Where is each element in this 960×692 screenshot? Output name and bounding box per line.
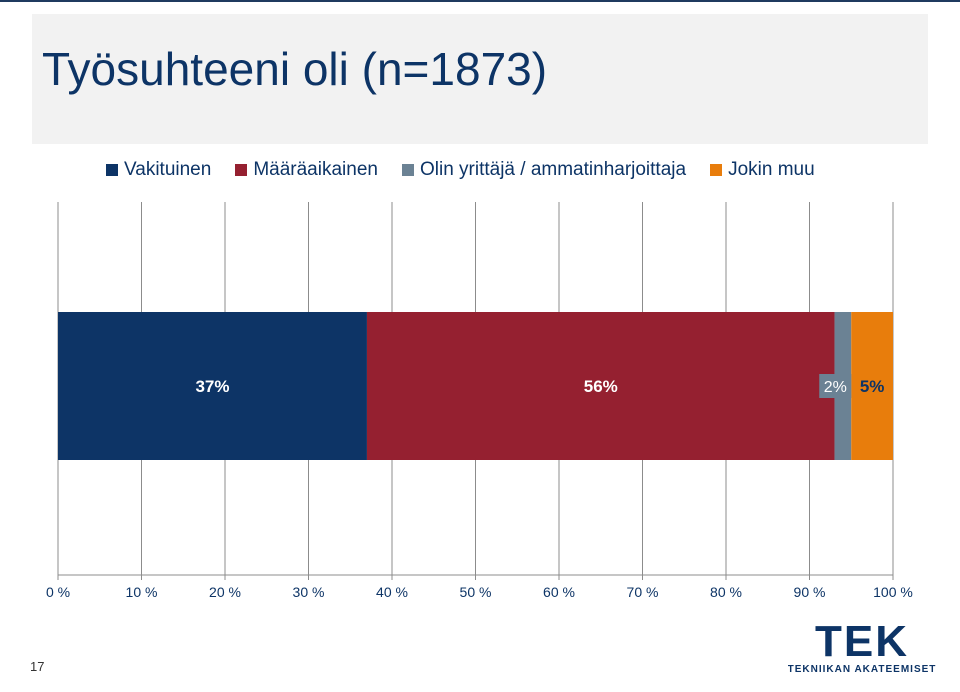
legend-label: Olin yrittäjä / ammatinharjoittaja: [419, 159, 687, 180]
data-label: 5%: [860, 377, 885, 396]
title-banner: Työsuhteeni oli (n=1873): [32, 14, 928, 144]
data-label: 2%: [824, 379, 847, 396]
legend-swatch: [106, 164, 118, 176]
logo-tagline: TEKNIIKAN AKATEEMISET: [788, 664, 936, 675]
logo-wordmark: TEK: [815, 617, 909, 666]
data-label: 56%: [584, 377, 618, 396]
x-tick-label: 80 %: [710, 584, 742, 600]
legend-label: Jokin muu: [728, 159, 815, 180]
legend-item-1: Määräaikainen: [235, 159, 378, 181]
x-tick-label: 90 %: [794, 584, 826, 600]
x-tick-label: 70 %: [627, 584, 659, 600]
top-border-line: [0, 0, 960, 2]
tek-logo: TEK TEKNIIKAN AKATEEMISET: [788, 617, 936, 675]
x-tick-label: 50 %: [460, 584, 492, 600]
data-label-box: [819, 374, 852, 398]
x-tick-label: 20 %: [209, 584, 241, 600]
x-tick-label: 0 %: [46, 584, 70, 600]
legend-label: Määräaikainen: [253, 159, 378, 180]
legend-swatch: [401, 164, 414, 176]
legend-item-3: Jokin muu: [710, 159, 815, 181]
x-tick-label: 60 %: [543, 584, 575, 600]
data-label: 37%: [195, 377, 229, 396]
page-number: 17: [30, 659, 45, 674]
bar-segment-1: [366, 312, 835, 460]
legend-label: Vakituinen: [124, 159, 212, 180]
legend-item-2: Olin yrittäjä / ammatinharjoittaja: [401, 159, 687, 181]
bar-segment-0: [58, 312, 367, 460]
x-tick-label: 40 %: [376, 584, 408, 600]
x-tick-label: 10 %: [126, 584, 158, 600]
bar-segment-3: [851, 312, 893, 460]
legend-item-0: Vakituinen: [106, 159, 211, 181]
x-tick-label: 30 %: [293, 584, 325, 600]
x-tick-label: 100 %: [873, 584, 913, 600]
chart-legend: Vakituinen Määräaikainen Olin yrittäjä / a…: [106, 158, 815, 182]
slide-title: Työsuhteeni oli (n=1873): [42, 43, 548, 95]
legend-swatch: [710, 164, 723, 176]
legend-swatch: [235, 164, 248, 176]
